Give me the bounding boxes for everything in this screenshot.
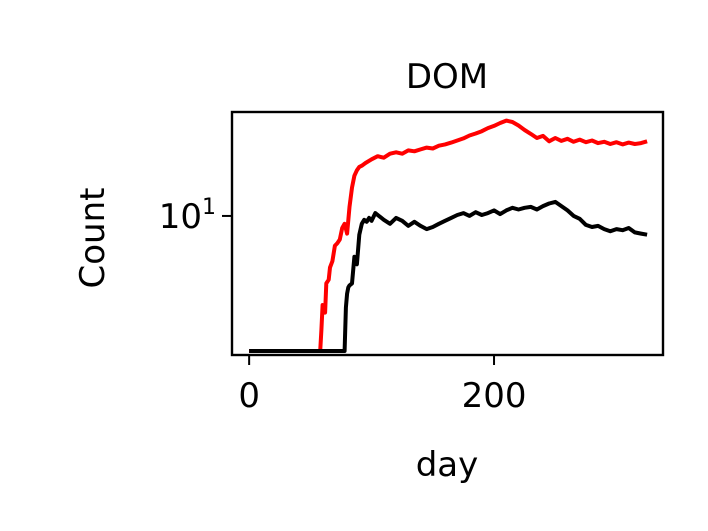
x-ticks: 0 200 — [238, 355, 526, 416]
x-tick-label: 200 — [462, 376, 527, 416]
y-axis-label: Count — [73, 188, 113, 289]
plot-lines — [249, 118, 648, 353]
y-ticks: 101 — [159, 195, 232, 237]
chart-title: DOM — [406, 57, 488, 97]
plot-frame — [230, 110, 665, 357]
y-tick-exponent: 1 — [202, 195, 216, 220]
x-axis-label: day — [416, 445, 479, 485]
series-line-1 — [249, 118, 648, 353]
x-tick-label: 0 — [238, 376, 260, 416]
y-tick-base: 10 — [159, 197, 202, 237]
series-line-2 — [249, 199, 648, 353]
y-tick-label: 101 — [159, 195, 216, 237]
